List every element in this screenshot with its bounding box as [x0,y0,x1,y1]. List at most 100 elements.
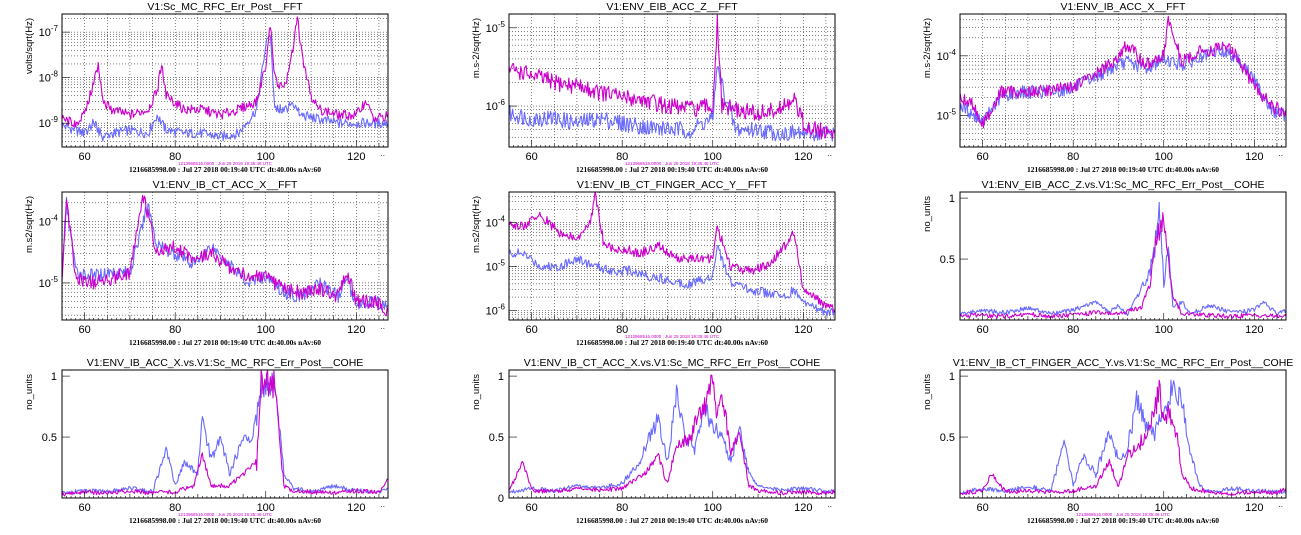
chart-footer: 1216685998.00 : Jul 27 2018 00:19:40 UTC… [129,165,321,174]
plot-area [960,370,1286,498]
x-tick-label: 60 [526,324,538,336]
x-tick-label: 100 [257,151,275,163]
x-tick-label: 80 [169,151,181,163]
series-line [508,66,836,142]
y-tick-exponent: -8 [51,70,59,79]
chart-panel: 60 80 100 120 0.5 1 V1:ENV_IB_ACC_X.vs.V1:Sc_M… [24,357,389,525]
corner-marker: .. [1279,500,1283,509]
y-tick-label: 10-4 [486,215,506,230]
y-tick-exponent: -5 [51,275,59,284]
y-axis-label: volts/sqrt(Hz) [24,18,35,74]
x-tick-label: 120 [1245,502,1263,514]
y-tick-label: 1 [949,193,955,205]
plot-area [62,192,388,320]
chart-panel: 60 80 100 120 10-9 10-8 10-7 V1:Sc_MC_RFC_Err_P… [24,1,389,174]
chart-footer: 1216685998.00 : Jul 27 2018 00:19:40 UTC… [1027,516,1219,525]
reference-stamp: 1213968516.0000 : Jun 25 2018 19:35:46 U… [178,161,273,166]
x-tick-label: 120 [347,502,365,514]
x-tick-label: 60 [977,502,989,514]
x-tick-label: 120 [347,151,365,163]
y-tick-label: 0.5 [489,432,504,444]
grid [61,14,388,148]
reference-stamp: 1213968516.0000 : Jun 25 2018 19:35:46 U… [1076,512,1171,517]
series-line [61,35,389,142]
reference-stamp: 1213968516.0000 : Jun 25 2018 19:35:46 U… [625,334,720,339]
corner-marker: .. [381,500,385,509]
x-tick-label: 80 [1067,324,1079,336]
chart-title: V1:ENV_EIB_ACC_Z__FFT [606,1,738,13]
chart-footer: 1216685998.00 : Jul 27 2018 00:19:40 UTC… [576,165,768,174]
series-line [959,201,1287,317]
chart-title: V1:ENV_EIB_ACC_Z.vs.V1:Sc_MC_RFC_Err_Pos… [981,179,1264,191]
y-tick-label: 10-6 [486,98,506,113]
x-tick-label: 80 [616,502,628,514]
y-tick-exponent: -5 [949,108,957,117]
chart-panel: 60 80 100 120 10-6 10-5 10-4 V1:ENV_IB_CT_FINGE… [471,179,836,347]
chart-title: V1:ENV_IB_CT_FINGER_ACC_Y__FFT [577,179,768,191]
y-axis-label: m.s-2/sqrt(Hz) [922,18,933,78]
series-line [61,369,389,497]
y-tick-label: 10-7 [39,24,59,39]
y-axis-label: no_units [922,374,933,410]
y-tick-exponent: -5 [498,258,506,267]
plot-area [960,192,1286,320]
y-tick-label: 10-5 [937,108,957,123]
chart-footer: 1216685998.00 : Jul 27 2018 00:19:40 UTC… [576,516,768,525]
series-line [508,374,836,496]
y-tick-label: 0.5 [940,254,955,266]
chart-footer: 1216685998.00 : Jul 27 2018 00:19:40 UTC… [129,338,321,347]
y-tick-label: 10-8 [39,70,59,85]
x-tick-label: 120 [1245,151,1263,163]
x-tick-label: 100 [1155,151,1173,163]
series-line [508,14,836,140]
chart-title: V1:ENV_IB_CT_FINGER_ACC_Y.vs.V1:Sc_MC_RF… [953,357,1294,369]
chart-panel: 60 80 100 120 10-5 10-4 V1:ENV_IB_ACC_X__FFT m.… [922,1,1287,174]
x-tick-label: 80 [1067,502,1079,514]
series-line [959,379,1287,496]
y-tick-label: 1 [498,371,504,383]
y-tick-exponent: -4 [51,213,59,222]
x-tick-label: 60 [79,324,91,336]
y-axis-label: m.s-2/sqrt(Hz) [471,18,482,78]
series-line [61,16,389,128]
y-axis-label: no_units [471,374,482,410]
x-tick-label: 120 [794,151,812,163]
y-tick-label: 10-5 [486,258,506,273]
chart-footer: 1216685998.00 : Jul 27 2018 00:19:40 UTC… [576,338,768,347]
y-tick-label: 10-4 [39,213,59,228]
corner-marker: .. [828,149,832,158]
x-tick-label: 120 [1245,324,1263,336]
chart-title: V1:ENV_IB_ACC_X.vs.V1:Sc_MC_RFC_Err_Post… [87,357,364,369]
y-tick-label: 10-6 [486,302,506,317]
x-tick-label: 60 [977,151,989,163]
y-tick-label: 10-5 [39,275,59,290]
series-line [61,372,388,495]
chart-panel: 60 80 100 120 0.5 1 V1:ENV_EIB_ACC_Z.vs.V1:Sc_… [922,179,1287,336]
corner-marker: .. [828,322,832,331]
x-tick-label: 100 [704,151,722,163]
chart-title: V1:Sc_MC_RFC_Err_Post__FFT [147,1,303,13]
chart-title: V1:ENV_IB_CT_ACC_X__FFT [153,179,298,191]
x-tick-label: 80 [616,151,628,163]
series-line [508,244,836,317]
y-axis-label: m.s2/sqrt(Hz) [24,196,35,253]
x-tick-label: 120 [794,324,812,336]
x-tick-label: 100 [1155,324,1173,336]
y-tick-label: 0.5 [940,432,955,444]
series-line [508,191,836,313]
series-line [959,15,1287,129]
chart-footer: 1216685998.00 : Jul 27 2018 00:19:40 UTC… [1027,165,1219,174]
corner-marker: .. [381,322,385,331]
corner-marker: .. [1279,322,1283,331]
x-tick-label: 80 [1067,151,1079,163]
plot-area [62,370,388,498]
y-axis-label: no_units [922,196,933,232]
chart-panel: 60 80 100 120 0.5 1 V1:ENV_IB_CT_FINGER_ACC_Y.… [922,357,1293,525]
x-tick-label: 80 [169,502,181,514]
reference-stamp: 1213968516.0000 : Jun 25 2018 19:35:46 U… [625,161,720,166]
y-tick-label: 10-9 [39,115,59,130]
y-tick-label: 0 [498,493,504,505]
y-tick-exponent: -6 [498,302,506,311]
plot-area [960,14,1286,147]
